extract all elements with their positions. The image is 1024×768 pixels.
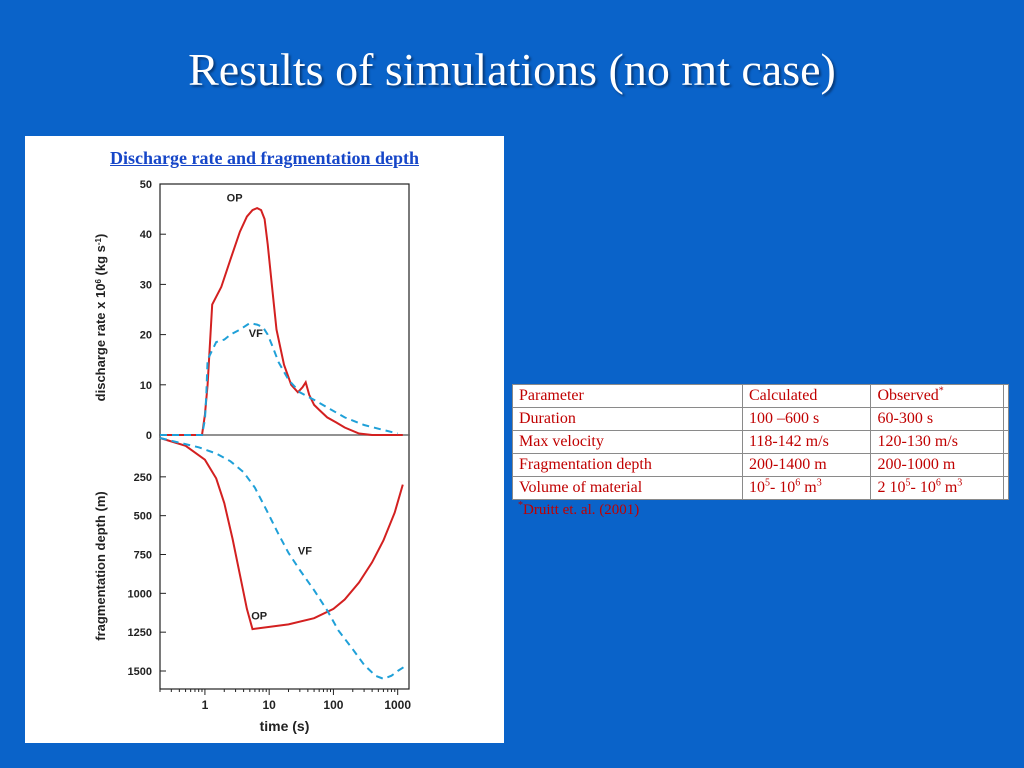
label-part: discharge rate x 10: [93, 284, 108, 402]
label-exponent: -1: [94, 237, 103, 245]
fragmentation-y-tick-label: 1000: [128, 588, 152, 600]
discharge-y-tick-label: 10: [140, 380, 152, 392]
row-parameter: Duration: [512, 407, 743, 431]
x-axis-label: time (s): [260, 718, 310, 734]
row-parameter: Fragmentation depth: [512, 453, 743, 477]
discharge-vf-label: VF: [249, 328, 263, 340]
fragmentation-y-tick-label: 750: [134, 550, 152, 562]
row-calculated: 100 –600 s: [741, 407, 872, 431]
discharge-y-axis-label: discharge rate x 106 (kg s-1): [93, 234, 108, 402]
value-exponent: 3: [957, 477, 963, 489]
figure-panel: 0 10 20 30 40 50 250 500 750 1000 1250 1500 1 10 100 10…: [25, 136, 504, 743]
x-tick-label: 1000: [384, 698, 411, 712]
discharge-series-vf: [160, 322, 398, 436]
value-exponent: 3: [816, 477, 822, 489]
discharge-y-tick-label: 40: [140, 229, 152, 241]
fragmentation-y-tick-label: 250: [134, 472, 152, 484]
header-parameter: Parameter: [512, 384, 743, 408]
fragmentation-y-tick-label: 500: [134, 511, 152, 523]
table-spacer-cell: [1003, 453, 1009, 477]
header-observed-footnote-mark: *: [938, 385, 944, 397]
value-part: m: [800, 479, 817, 496]
footnote-mark: *: [518, 500, 523, 511]
header-observed-label: Observed: [877, 387, 939, 404]
discharge-y-tick-label: 0: [146, 430, 152, 442]
row-calculated: 105- 106 m3: [741, 476, 872, 500]
label-part: ): [93, 234, 108, 238]
row-parameter: Volume of material: [512, 476, 743, 500]
value-part: m: [940, 479, 958, 496]
value-part: 10: [748, 479, 765, 496]
table-spacer-cell: [1003, 407, 1009, 431]
discharge-y-tick-label: 50: [140, 179, 152, 191]
row-calculated: 200-1400 m: [741, 453, 872, 477]
header-observed: Observed*: [870, 384, 1005, 408]
label-part: (kg s: [93, 245, 108, 279]
fragmentation-series-vf: [159, 437, 406, 680]
label-exponent: 6: [94, 279, 103, 284]
table-spacer-cell: [1003, 430, 1009, 454]
discharge-op-label: OP: [227, 193, 243, 205]
figure-chart: 0 10 20 30 40 50 250 500 750 1000 1250 1500 1 10 100 10…: [93, 179, 411, 734]
discharge-plot-frame: [159, 183, 410, 436]
value-part: - 10: [910, 479, 936, 496]
table-row: Fragmentation depth 200-1400 m 200-1000 …: [512, 453, 1009, 477]
fragmentation-y-tick-label: 1500: [128, 666, 152, 678]
header-calculated: Calculated: [741, 384, 872, 408]
fragmentation-y-axis-label: fragmentation depth (m): [93, 491, 108, 641]
row-observed: 2 105- 106 m3: [870, 476, 1005, 500]
value-exponent: 6: [795, 477, 801, 489]
table-row: Duration 100 –600 s 60-300 s: [512, 407, 1009, 431]
table-footnote: *Druitt et. al. (2001): [518, 500, 640, 519]
row-observed: 200-1000 m: [870, 453, 1005, 477]
value-part: - 10: [769, 479, 796, 496]
row-calculated: 118-142 m/s: [741, 430, 872, 454]
value-exponent: 5: [905, 477, 911, 489]
fragmentation-series-op: [159, 437, 404, 631]
x-tick-label: 1: [202, 698, 209, 712]
discharge-series-op: [160, 206, 403, 436]
table-row: Volume of material 105- 106 m3 2 105- 10…: [512, 476, 1009, 500]
discharge-y-tick-label: 30: [140, 279, 152, 291]
value-exponent: 5: [764, 477, 770, 489]
figure-heading: Discharge rate and fragmentation depth: [110, 148, 419, 168]
fragmentation-y-tick-label: 1250: [128, 627, 152, 639]
comparison-table: Parameter Calculated Observed* Duration …: [512, 384, 1009, 500]
row-observed: 60-300 s: [870, 407, 1005, 431]
table-header-row: Parameter Calculated Observed*: [512, 384, 1009, 408]
discharge-y-tick-label: 20: [140, 330, 152, 342]
value-part: 2 10: [877, 479, 906, 496]
table-row: Max velocity 118-142 m/s 120-130 m/s: [512, 430, 1009, 454]
table-spacer-cell: [1003, 476, 1009, 500]
table-spacer-cell: [1003, 384, 1009, 408]
row-parameter: Max velocity: [512, 430, 743, 454]
x-tick-label: 10: [262, 698, 276, 712]
row-observed: 120-130 m/s: [870, 430, 1005, 454]
value-exponent: 6: [935, 477, 941, 489]
fragmentation-vf-label: VF: [298, 546, 312, 558]
x-tick-label: 100: [323, 698, 343, 712]
slide-title: Results of simulations (no mt case): [188, 44, 836, 95]
footnote-text: Druitt et. al. (2001): [523, 502, 640, 518]
fragmentation-op-label: OP: [251, 611, 267, 623]
